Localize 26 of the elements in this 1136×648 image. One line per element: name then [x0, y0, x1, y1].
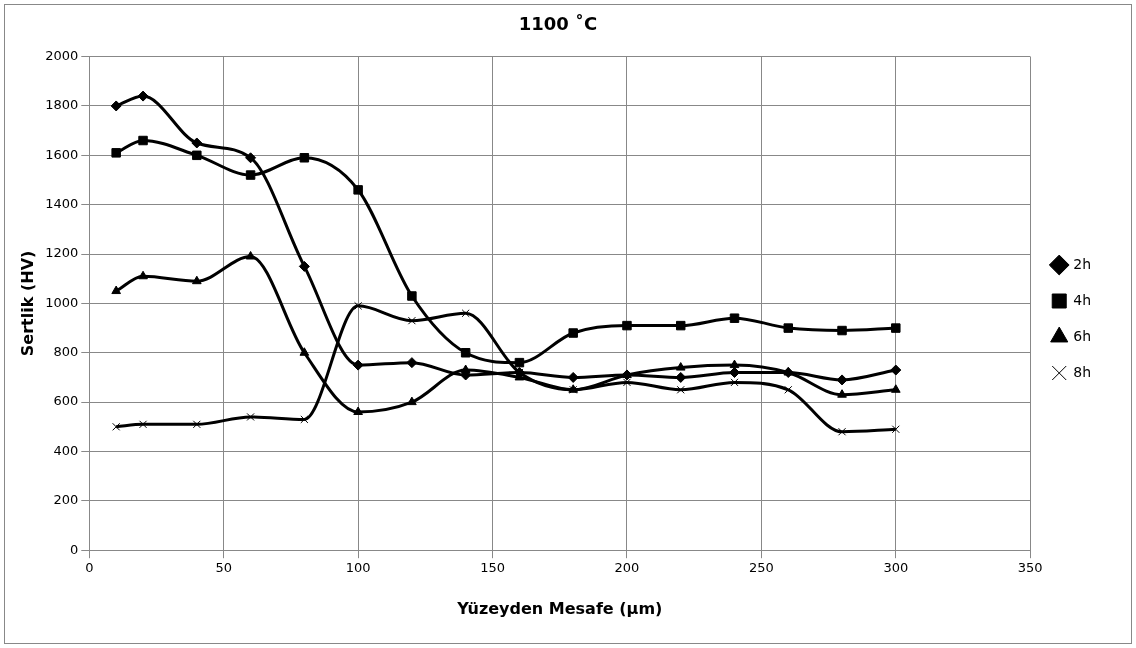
y-tick-label: 0: [70, 541, 79, 557]
y-axis-title: Sertlik (HV): [17, 250, 37, 357]
y-tick-label: 200: [53, 492, 79, 508]
y-tick-label: 1000: [45, 294, 79, 310]
legend-label: 8h: [1073, 363, 1091, 380]
x-tick-label: 0: [85, 560, 94, 576]
x-tick-label: 350: [1017, 560, 1043, 576]
legend-label: 6h: [1073, 327, 1091, 344]
y-tick-label: 1800: [45, 97, 79, 113]
y-tick-label: 800: [53, 344, 79, 360]
y-tick-label: 1200: [45, 245, 79, 261]
chart-title: 1100 ˚C: [518, 13, 598, 35]
y-tick-label: 600: [53, 393, 79, 409]
legend-label: 4h: [1073, 291, 1091, 308]
x-tick-label: 150: [480, 560, 505, 576]
y-tick-label: 2000: [45, 47, 79, 63]
legend-label: 2h: [1073, 255, 1091, 272]
y-tick-label: 1600: [45, 146, 79, 162]
x-tick-label: 200: [614, 560, 640, 576]
y-tick-label: 400: [53, 442, 79, 458]
x-axis-title: Yüzeyden Mesafe (µm): [456, 598, 663, 618]
x-tick-label: 50: [215, 560, 232, 576]
y-tick-label: 1400: [45, 196, 79, 212]
x-tick-label: 100: [345, 560, 371, 576]
x-tick-label: 300: [883, 560, 909, 576]
x-tick-label: 250: [748, 560, 774, 576]
